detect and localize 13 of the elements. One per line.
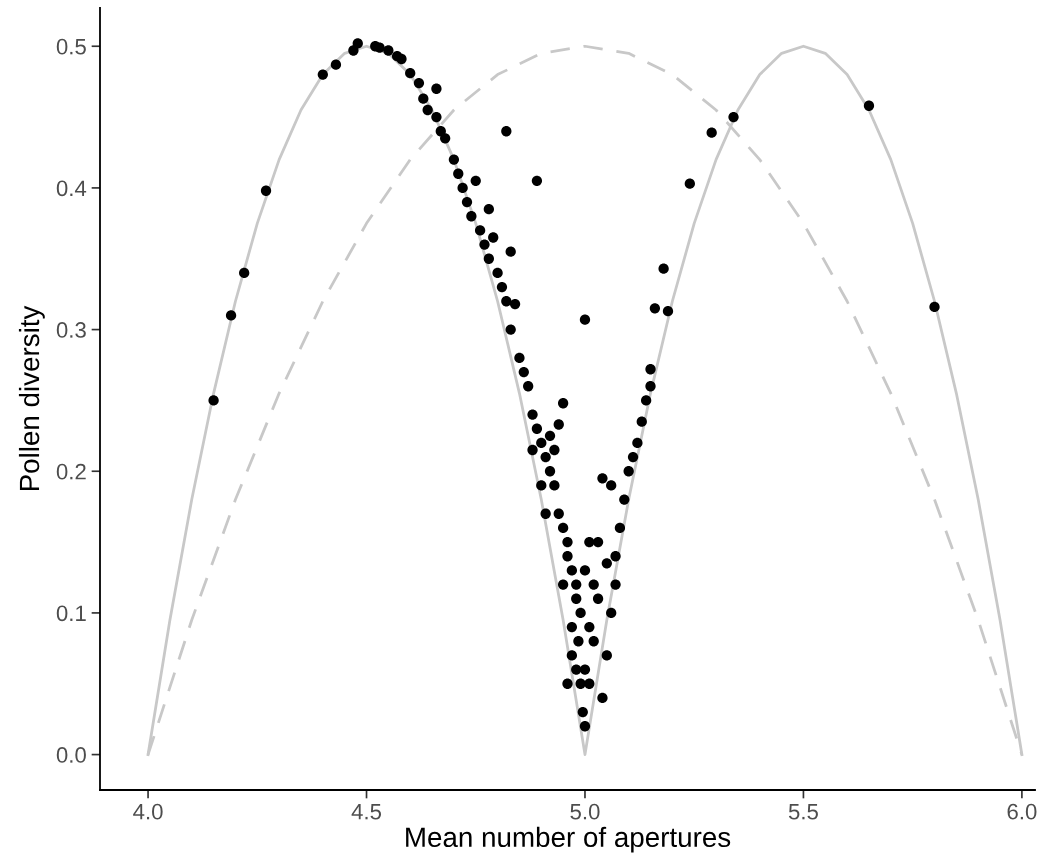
x-tick-label: 5.0 [570,803,600,820]
y-axis-title: Pollen diversity [18,305,45,491]
y-tick-label: 0.4 [56,180,87,197]
y-tick-label: 0.2 [56,463,86,480]
y-tick-label: 0.1 [56,605,86,622]
x-tick-label: 4.0 [133,803,163,820]
y-tick-label: 0.5 [56,38,86,55]
y-tick-label: 0.3 [56,322,86,338]
x-axis-title: Mean number of apertures [406,826,731,853]
x-tick-label: 5.5 [788,804,818,820]
x-tick-label: 4.5 [351,804,382,820]
x-tick-label: 6.0 [1007,803,1037,820]
y-tick-label: 0.0 [56,747,86,763]
